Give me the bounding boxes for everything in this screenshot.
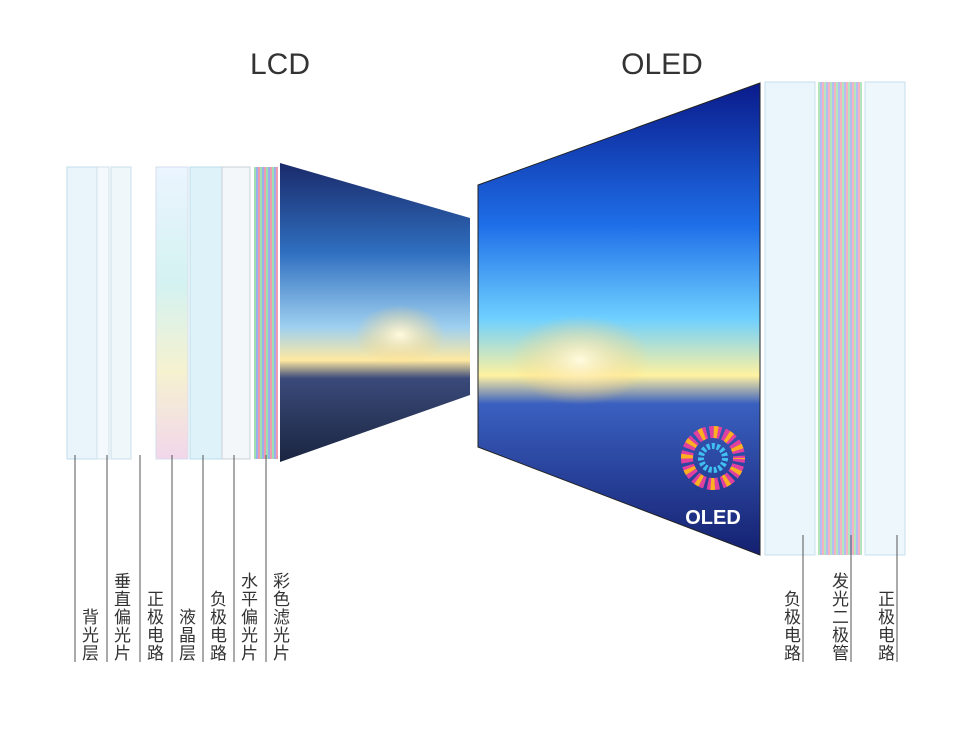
- oled-logo-text: OLED: [685, 507, 741, 529]
- lcd-layer-label: 水平偏光片: [237, 572, 258, 662]
- oled-logo: OLED: [681, 426, 745, 529]
- oled-title: OLED: [621, 48, 703, 81]
- oled-layer-label: 负极电路: [780, 590, 801, 662]
- oled-layer-label: 发光二极管: [828, 572, 849, 662]
- lcd-layer-label: 背光层: [78, 608, 99, 662]
- lcd-layer-label: 彩色滤光片: [269, 572, 290, 662]
- lcd-layer-label: 垂直偏光片: [110, 572, 131, 662]
- lcd-layer-label: 液晶层: [175, 608, 196, 662]
- oled-sun: [510, 315, 650, 405]
- lcd-title: LCD: [250, 48, 310, 81]
- lcd-sun: [355, 305, 445, 365]
- lcd-layers: [66, 166, 278, 460]
- oled-layer-label: 正极电路: [874, 590, 895, 662]
- lcd-layer-label: 正极电路: [143, 590, 164, 662]
- oled-layers: [764, 81, 906, 556]
- lcd-layer-label: 负极电路: [206, 590, 227, 662]
